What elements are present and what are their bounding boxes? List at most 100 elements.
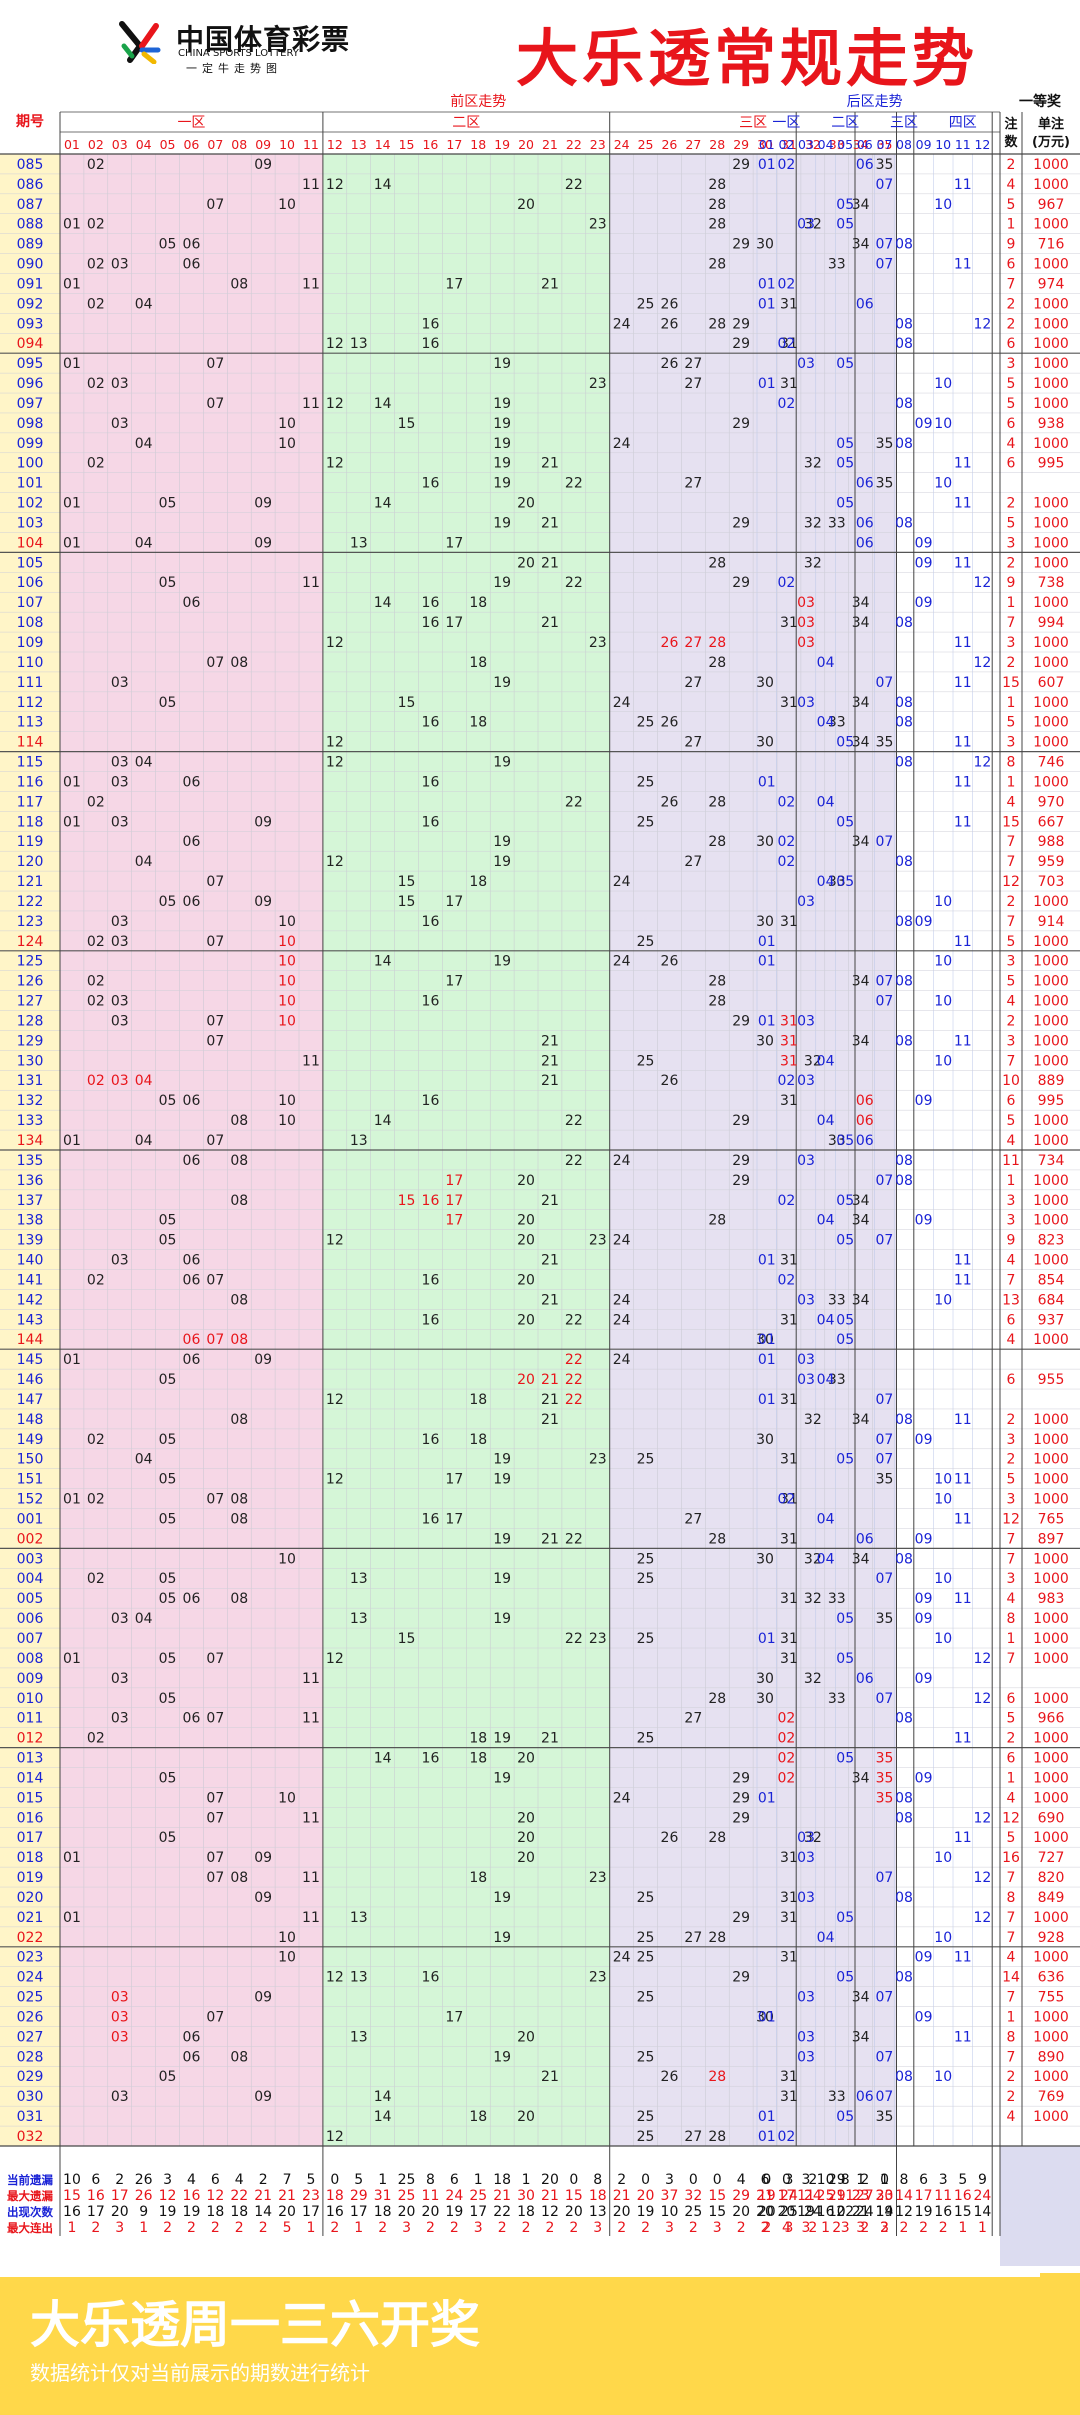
front-ball: 11: [302, 1053, 320, 1069]
back-ball: 07: [875, 177, 893, 193]
front-ball: 06: [183, 1253, 201, 1269]
front-ball: 19: [493, 515, 511, 531]
prize-count: 1: [1007, 774, 1016, 790]
issue-number: 143: [17, 1312, 44, 1328]
front-zone-label: 二区: [452, 115, 480, 131]
statistics-note: 数据统计仅对当前展示的期数进行统计: [30, 2361, 370, 2385]
back-number-header: 09: [916, 137, 932, 152]
prize-count: 8: [1007, 2029, 1016, 2045]
back-ball: 01: [758, 1013, 776, 1029]
front-number-header: 23: [590, 137, 606, 152]
front-ball: 17: [445, 974, 463, 990]
back-stat-value: 24: [856, 2204, 874, 2220]
back-ball: 02: [777, 575, 795, 591]
back-ball: 11: [954, 1950, 972, 1966]
front-ball: 13: [350, 535, 368, 551]
front-stat-value: 19: [637, 2204, 655, 2220]
front-stat-value: 3: [115, 2220, 124, 2236]
front-stat-value: 4: [737, 2172, 746, 2188]
prize-count: 2: [1007, 555, 1016, 571]
back-ball: 09: [915, 1531, 933, 1547]
back-ball: 07: [875, 974, 893, 990]
front-ball: 13: [350, 1571, 368, 1587]
front-ball: 04: [135, 535, 153, 551]
issue-number: 003: [17, 1551, 44, 1567]
front-ball: 03: [111, 2009, 129, 2025]
front-stat-value: 14: [876, 2204, 894, 2220]
back-stat-value: 11: [836, 2188, 854, 2204]
prize-count: 1: [1007, 695, 1016, 711]
front-stat-value: 21: [756, 2188, 774, 2204]
front-ball: 07: [206, 356, 224, 372]
front-ball: 26: [661, 1830, 679, 1846]
front-ball: 04: [135, 755, 153, 771]
back-ball: 02: [777, 1193, 795, 1209]
front-ball: 21: [541, 2069, 559, 2085]
logo-chinese-text: 中国体育彩票: [176, 23, 351, 56]
front-stat-value: 21: [541, 2188, 559, 2204]
front-ball: 19: [493, 1731, 511, 1747]
back-ball: 05: [836, 1312, 854, 1328]
prize-count: 3: [1007, 535, 1016, 551]
prize-amount: 1000: [1033, 774, 1069, 790]
back-ball: 01: [758, 2009, 776, 2025]
back-area-title: 后区走势: [847, 94, 903, 110]
front-ball: 17: [445, 276, 463, 292]
front-stat-value: 20: [732, 2204, 750, 2220]
back-ball: 12: [973, 316, 991, 332]
front-ball: 28: [708, 555, 726, 571]
front-number-header: 21: [542, 137, 558, 152]
prize-amount: 967: [1038, 197, 1065, 213]
prize-count: 6: [1007, 456, 1016, 472]
prize-count: 11: [1002, 1153, 1020, 1169]
back-stat-value: 6: [919, 2172, 928, 2188]
back-ball: 11: [954, 456, 972, 472]
prize-amount: 974: [1038, 276, 1065, 292]
front-ball: 30: [756, 735, 774, 751]
front-ball: 03: [111, 257, 129, 273]
front-ball: 31: [780, 1392, 798, 1408]
issue-number: 027: [17, 2029, 44, 2045]
front-ball: 26: [661, 2069, 679, 2085]
prize-amount: 1000: [1033, 735, 1069, 751]
front-ball: 10: [278, 1013, 296, 1029]
back-ball: 06: [856, 296, 874, 312]
front-ball: 12: [326, 1233, 344, 1249]
back-ball: 02: [777, 1770, 795, 1786]
prize-count: 2: [1007, 296, 1016, 312]
front-ball: 02: [87, 1432, 105, 1448]
back-ball: 11: [954, 774, 972, 790]
front-ball: 19: [493, 1571, 511, 1587]
front-ball: 03: [111, 914, 129, 930]
lottery-logo-icon: [119, 21, 161, 64]
front-ball: 34: [852, 735, 870, 751]
back-ball: 03: [797, 217, 815, 233]
front-ball: 27: [684, 635, 702, 651]
back-ball: 12: [973, 655, 991, 671]
front-ball: 24: [613, 1790, 631, 1806]
prize-count: 5: [1007, 515, 1016, 531]
front-number-header: 19: [494, 137, 510, 152]
prize-count: 15: [1002, 814, 1020, 830]
front-ball: 18: [469, 715, 487, 731]
issue-number: 109: [17, 635, 44, 651]
back-stat-value: 16: [954, 2188, 972, 2204]
front-ball: 06: [183, 894, 201, 910]
front-stat-value: 2: [617, 2220, 626, 2236]
front-ball: 10: [278, 416, 296, 432]
prize-count: 12: [1002, 1810, 1020, 1826]
front-ball: 20: [517, 1213, 535, 1229]
issue-number: 115: [17, 755, 44, 771]
front-ball: 05: [159, 496, 177, 512]
front-stat-value: 8: [426, 2172, 435, 2188]
front-ball: 18: [469, 1392, 487, 1408]
front-ball: 34: [852, 1213, 870, 1229]
prize-amount: 1000: [1033, 1790, 1069, 1806]
prize-title: 一等奖: [1019, 93, 1062, 110]
front-ball: 07: [206, 2009, 224, 2025]
front-ball: 05: [159, 1651, 177, 1667]
prize-amount: 769: [1038, 2089, 1065, 2105]
issue-number: 094: [17, 336, 44, 352]
back-ball: 10: [934, 1053, 952, 1069]
prize-count: 9: [1007, 575, 1016, 591]
